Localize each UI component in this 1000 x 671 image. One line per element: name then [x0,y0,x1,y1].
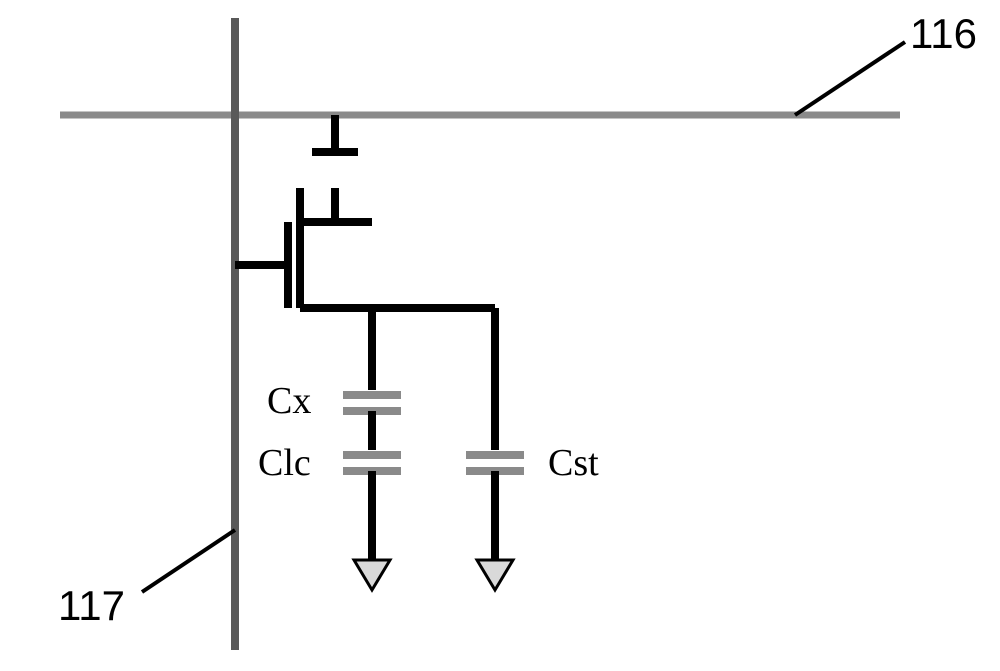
leader-line-117 [142,530,235,592]
cap-cx-label: Cx [267,380,311,422]
leader-line-116 [795,42,905,115]
cap-clc-label: Clc [258,442,311,484]
ground-arrow-clc [354,560,390,590]
ref-label-116: 116 [910,10,977,57]
ref-label-117: 117 [58,582,125,629]
cap-cst-label: Cst [548,442,599,484]
ground-arrow-cst [477,560,513,590]
